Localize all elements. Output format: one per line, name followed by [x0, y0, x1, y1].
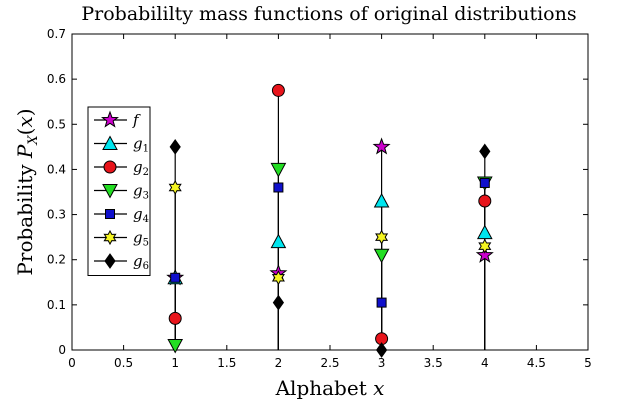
series-g1	[174, 201, 486, 350]
data-point-g2	[168, 311, 182, 325]
legend-marker	[102, 184, 118, 199]
y-tick-label: 0.2	[47, 253, 66, 267]
x-tick-label: 1	[171, 356, 179, 370]
x-tick-label: 2.5	[320, 356, 339, 370]
markers-g1	[167, 192, 493, 285]
data-point-g6	[272, 294, 285, 311]
legend-marker	[100, 110, 120, 128]
x-tick-label: 2	[275, 356, 283, 370]
legend-item-g1: g1	[94, 135, 149, 155]
data-point-g1	[270, 233, 287, 249]
data-point-g2	[271, 83, 285, 97]
x-tick-label: 3.5	[424, 356, 443, 370]
x-tick-label: 5	[584, 356, 592, 370]
y-tick-label: 0.3	[47, 208, 66, 222]
x-tick-label: 4	[481, 356, 489, 370]
legend-marker	[103, 229, 117, 246]
legend-label: g2	[133, 158, 149, 178]
x-tick-label: 0.5	[114, 356, 133, 370]
data-point-f	[372, 137, 391, 155]
data-point-g6	[375, 342, 388, 358]
x-tick-label: 0	[68, 356, 76, 370]
legend-item-g3: g3	[94, 182, 149, 202]
y-tick-label: 0.4	[47, 162, 66, 176]
legend-marker	[105, 209, 115, 219]
y-tick-label: 0.7	[47, 27, 66, 41]
data-point-g4	[479, 177, 490, 188]
legend-label: g3	[133, 182, 149, 202]
data-point-g1	[476, 224, 493, 240]
data-point-g4	[170, 272, 181, 283]
legend-label: g6	[133, 252, 149, 272]
series-g2	[174, 90, 486, 350]
x-tick-label: 1.5	[217, 356, 236, 370]
markers-g5	[168, 179, 492, 286]
legend-item-g4: g4	[94, 205, 149, 225]
legend-item-g5: g5	[94, 229, 149, 249]
legend-label: g5	[133, 229, 149, 249]
data-point-g3	[270, 162, 287, 178]
series-g4	[174, 182, 486, 350]
y-tick-label: 0	[58, 343, 66, 357]
legend-label: g4	[133, 205, 149, 225]
y-tick-label: 0.6	[47, 72, 66, 86]
data-point-f	[475, 245, 494, 263]
data-point-g3	[167, 338, 184, 354]
x-tick-label: 4.5	[527, 356, 546, 370]
data-point-g2	[478, 194, 492, 208]
data-point-g5	[478, 238, 492, 254]
series-f	[174, 146, 486, 350]
legend-label: g1	[133, 135, 149, 155]
data-point-g5	[168, 179, 182, 196]
legend-marker	[104, 253, 116, 269]
series-g5	[174, 187, 486, 350]
data-point-g6	[479, 143, 491, 160]
legend-marker	[103, 160, 117, 174]
data-point-g4	[273, 182, 284, 193]
y-tick-label: 0.1	[47, 298, 66, 312]
markers-g4	[170, 177, 490, 308]
markers-g3	[167, 162, 493, 354]
markers-g2	[168, 83, 492, 346]
y-tick-label: 0.5	[47, 117, 66, 131]
legend-item-g2: g2	[94, 158, 149, 178]
series-g3	[174, 169, 486, 350]
data-point-g1	[373, 192, 390, 208]
chart-title: Probabililty mass functions of original …	[81, 3, 576, 25]
legend-item-g6: g6	[94, 252, 149, 272]
x-tick-label: 3	[378, 356, 386, 370]
plot-area: 0 0.5 1 1.5 2 2.5 3 3.5 4 4.5 5 0 0.1 0.2 0.3 0.4 0.5 0.6…	[47, 27, 592, 370]
data-point-g5	[375, 229, 389, 245]
markers-g6	[169, 138, 491, 358]
legend: f g1 g2 g3 g4 g5 g6	[87, 106, 151, 276]
legend-box	[87, 106, 151, 276]
legend-marker	[102, 135, 118, 150]
legend-label: f	[132, 111, 141, 129]
series-g6	[174, 146, 486, 350]
data-point-g4	[376, 297, 387, 308]
markers-f	[166, 137, 494, 286]
y-axis-label: Probability PX(x)	[13, 108, 41, 275]
data-point-g6	[169, 138, 181, 155]
legend-item-f: f	[94, 110, 141, 129]
x-axis-label: Alphabet x	[275, 376, 385, 400]
data-point-g5	[271, 270, 285, 286]
data-point-g3	[373, 248, 390, 264]
